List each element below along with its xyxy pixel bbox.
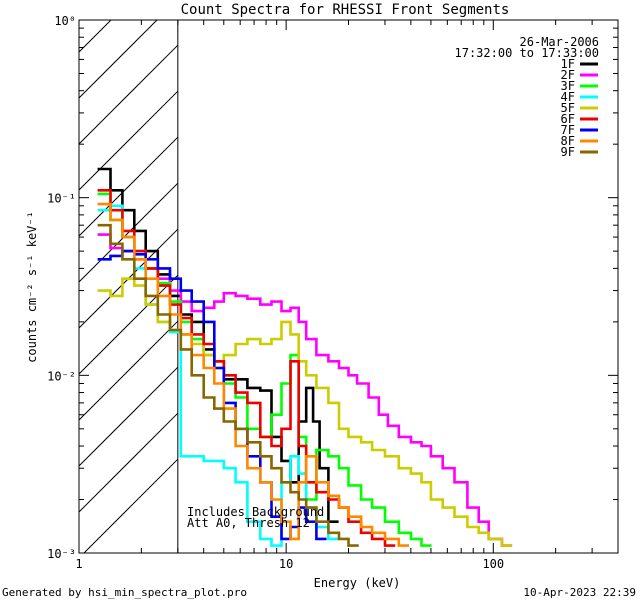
x-tick-label: 100 (482, 557, 504, 571)
series-8f (97, 202, 409, 547)
hatch-line (79, 182, 179, 283)
annotation-attenuator: Att A0, Thresh 12 (187, 516, 310, 530)
legend-label-6f: 6F (561, 112, 575, 126)
hatch-line (79, 320, 179, 421)
annotation-background: Includes Background (187, 505, 324, 519)
x-tick-label: 1 (75, 557, 82, 571)
legend-label-2f: 2F (561, 68, 575, 82)
legend-label-1f: 1F (561, 57, 575, 71)
y-tick-label: 10⁻² (47, 369, 76, 383)
x-tick-label: 10 (279, 557, 293, 571)
hatch-line (79, 0, 178, 6)
series-1f (97, 167, 339, 523)
time-range-label: 17:32:00 to 17:33:00 (455, 46, 600, 60)
hatch-line (79, 20, 112, 53)
series-2f (97, 233, 513, 547)
series-7f (97, 249, 327, 541)
hatch-line (79, 44, 179, 145)
hatch-line (79, 366, 179, 467)
series-3f (97, 192, 432, 547)
axis-ticks (78, 20, 619, 554)
x-tick-labels: 1 10 100 (75, 557, 504, 571)
legend-label-8f: 8F (561, 134, 575, 148)
legend-label-3f: 3F (561, 79, 575, 93)
y-tick-label: 10⁻³ (47, 547, 76, 561)
legend-label-7f: 7F (561, 123, 575, 137)
hatch-line (79, 136, 179, 237)
series-lines (97, 167, 513, 547)
y-tick-label: 10⁻¹ (47, 192, 76, 206)
footer-generated-by: Generated by hsi_min_spectra_plot.pro (2, 586, 247, 599)
date-label: 26-Mar-2006 (520, 35, 599, 49)
y-axis-label: counts cm⁻² s⁻¹ keV⁻¹ (25, 211, 39, 363)
hatch-line (79, 274, 179, 375)
series-9f (97, 223, 359, 547)
legend-label-5f: 5F (561, 101, 575, 115)
chart-title: Count Spectra for RHESSI Front Segments (181, 2, 510, 18)
hatch-line (79, 90, 179, 191)
hatch-line (79, 412, 179, 513)
hatch-line (83, 458, 179, 553)
y-tick-labels: 10⁰ 10⁻¹ 10⁻² 10⁻³ (47, 14, 76, 561)
x-axis-label: Energy (keV) (314, 576, 401, 590)
y-tick-label: 10⁰ (54, 14, 76, 28)
footer-timestamp: 10-Apr-2023 22:39 (523, 586, 636, 599)
series-4f (97, 204, 339, 547)
legend-label-4f: 4F (561, 90, 575, 104)
hatch-line (79, 20, 158, 99)
legend-label-9f: 9F (561, 145, 575, 159)
